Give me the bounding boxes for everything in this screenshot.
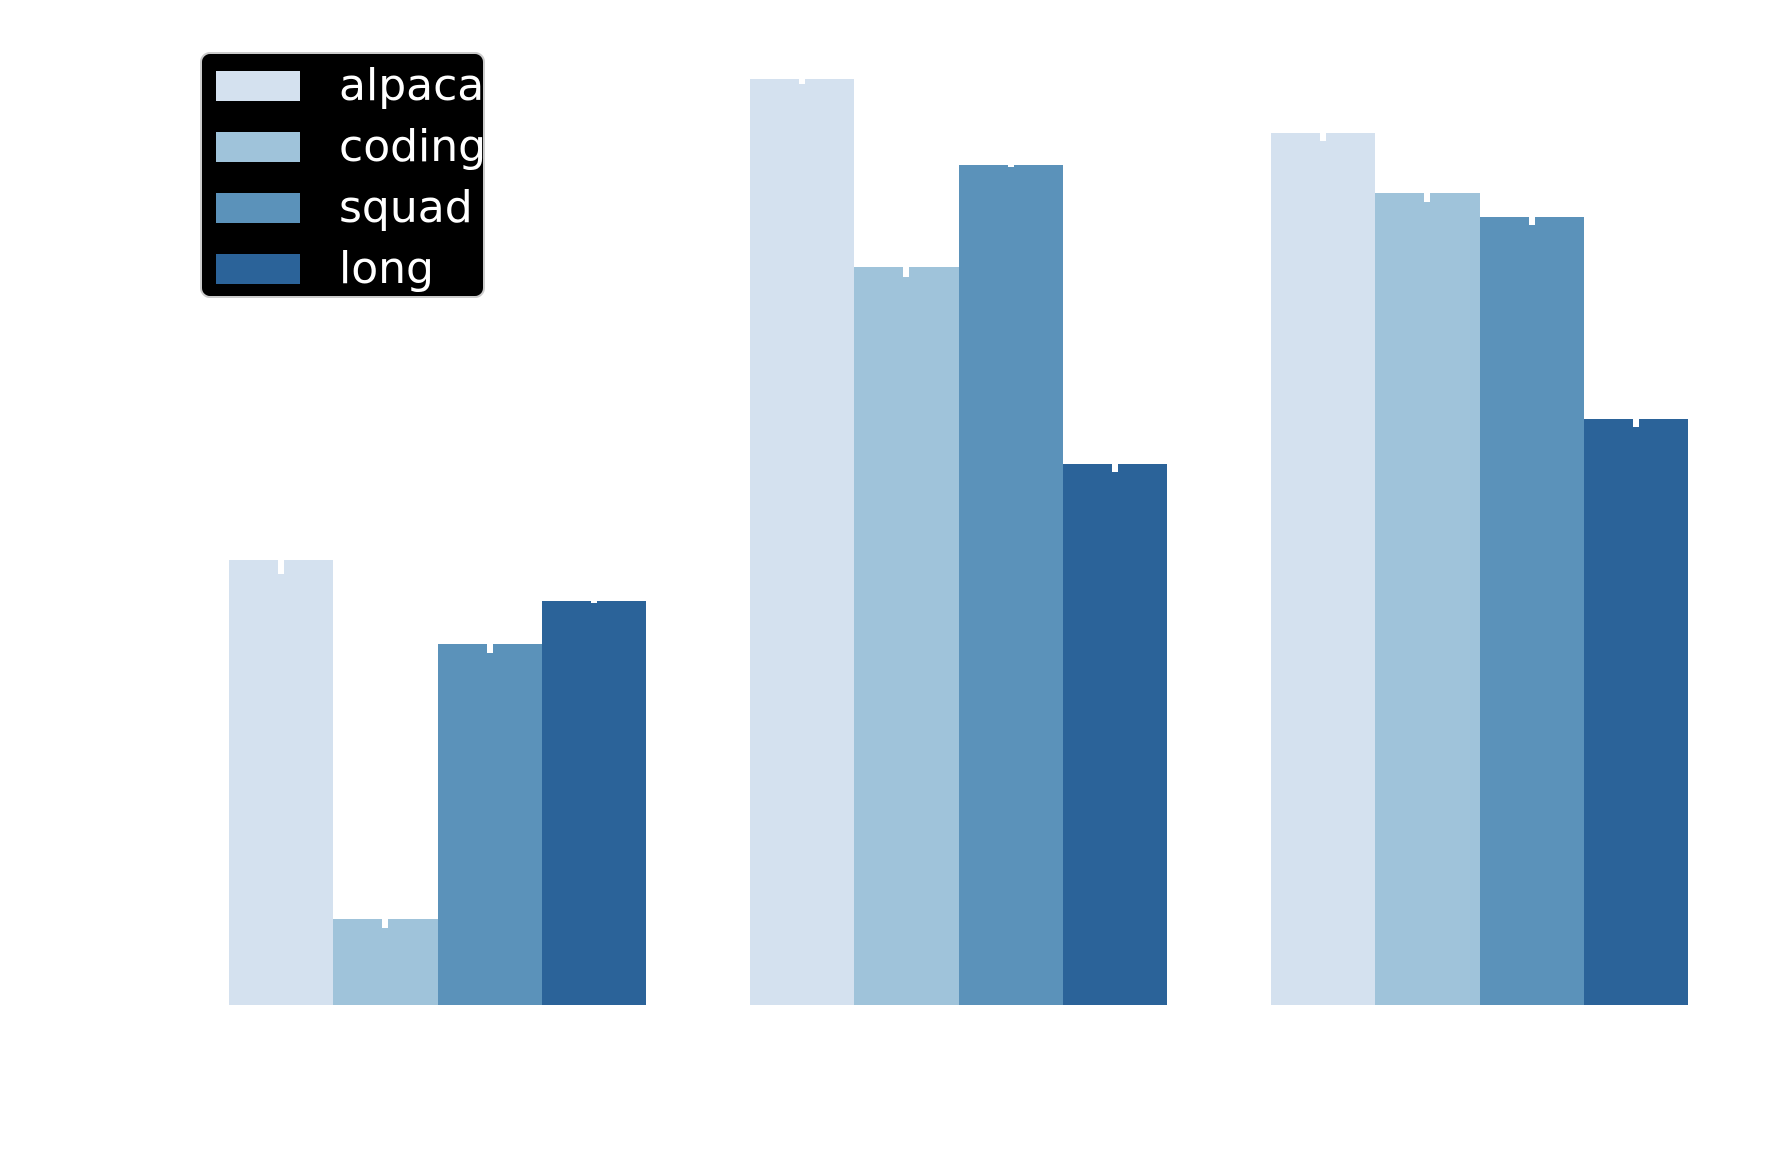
bar-squad-group-3 [1479, 217, 1584, 1005]
bar-coding-group-1 [333, 918, 438, 1005]
legend: alpaca coding squad long [200, 52, 487, 298]
bar-long-group-1 [541, 600, 646, 1005]
error-bar-alpaca-group-2 [799, 79, 806, 85]
legend-swatch-coding [216, 132, 300, 162]
legend-swatch-squad [216, 193, 300, 223]
error-bar-alpaca-group-3 [1320, 132, 1327, 141]
bar-alpaca-group-2 [750, 79, 855, 1005]
legend-swatch-long [216, 254, 300, 284]
legend-item-long: long [216, 243, 434, 294]
bar-long-group-2 [1062, 464, 1167, 1005]
error-bar-coding-group-1 [382, 918, 389, 928]
legend-label-coding: coding [339, 121, 487, 172]
error-bar-squad-group-1 [486, 644, 493, 654]
legend-label-alpaca: alpaca [339, 60, 485, 111]
error-bar-coding-group-3 [1424, 192, 1431, 202]
legend-item-squad: squad [216, 182, 473, 233]
legend-label-squad: squad [339, 182, 473, 233]
error-bar-long-group-3 [1632, 419, 1639, 428]
bar-alpaca-group-1 [229, 559, 334, 1005]
bar-coding-group-3 [1375, 192, 1480, 1005]
error-bar-long-group-2 [1111, 464, 1118, 473]
bar-squad-group-1 [437, 644, 542, 1005]
error-bar-long-group-1 [590, 600, 597, 603]
bar-long-group-3 [1583, 419, 1688, 1005]
legend-swatch-alpaca [216, 71, 300, 101]
bar-coding-group-2 [854, 267, 959, 1005]
legend-item-coding: coding [216, 121, 487, 172]
error-bar-alpaca-group-1 [278, 559, 285, 574]
error-bar-squad-group-3 [1528, 217, 1535, 226]
legend-item-alpaca: alpaca [216, 60, 485, 111]
legend-label-long: long [339, 243, 434, 294]
error-bar-squad-group-2 [1007, 164, 1014, 167]
bar-alpaca-group-3 [1271, 132, 1376, 1005]
bar-squad-group-2 [958, 164, 1063, 1005]
error-bar-coding-group-2 [903, 267, 910, 278]
